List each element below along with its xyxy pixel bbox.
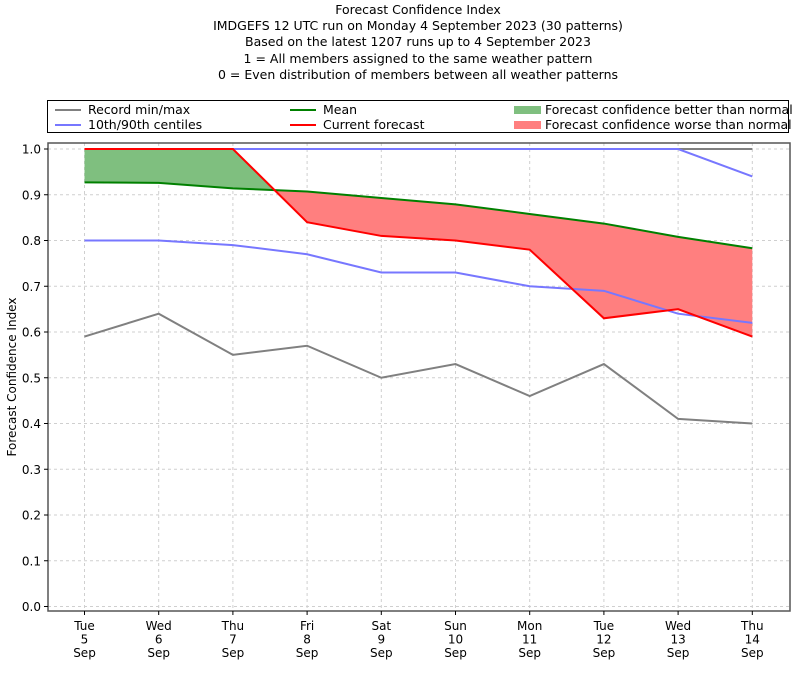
x-tick-label: Thu 7 Sep: [221, 619, 245, 660]
x-tick-label-day: 7: [229, 633, 237, 647]
legend-label-better-than-normal: Forecast confidence better than normal: [545, 102, 793, 117]
legend-swatch-mean: [290, 108, 316, 111]
legend-swatch-centiles: [55, 123, 81, 126]
x-tick-label-dow: Tue: [593, 619, 615, 633]
x-tick-label: Thu 14 Sep: [740, 619, 764, 660]
y-tick-label: 0.7: [22, 280, 41, 294]
y-tick-label: 0.8: [22, 234, 41, 248]
x-tick-label: Tue 5 Sep: [73, 619, 96, 660]
x-tick-label-dow: Tue: [73, 619, 95, 633]
x-tick-label-day: 5: [81, 633, 89, 647]
chart-legend: Record min/max 10th/90th centiles Mean C…: [47, 100, 793, 133]
legend-swatch-worse-than-normal: [514, 120, 541, 129]
y-tick-label: 0.4: [22, 417, 41, 431]
series-line-record-min: [84, 312, 753, 425]
x-tick-label-day: 13: [670, 633, 685, 647]
legend-item-current-forecast: Current forecast: [290, 117, 424, 132]
x-tick-label-mon: Sep: [73, 646, 96, 660]
legend-swatch-record-minmax: [55, 108, 81, 111]
legend-swatch-current-forecast: [290, 123, 316, 126]
x-tick-label: Sun 10 Sep: [444, 619, 467, 660]
legend-item-record-minmax: Record min/max: [55, 102, 190, 117]
y-tick-label: 0.3: [22, 463, 41, 477]
fill-better-than-normal: [84, 149, 275, 191]
x-tick-label-mon: Sep: [370, 646, 393, 660]
x-tick-label-dow: Wed: [146, 619, 172, 633]
y-tick-label: 0.0: [22, 600, 41, 614]
chart-subtitle-run: IMDGEFS 12 UTC run on Monday 4 September…: [213, 18, 623, 34]
y-tick-label: 0.1: [22, 554, 41, 568]
x-tick-label: Mon 11 Sep: [517, 619, 542, 660]
x-tick-label-mon: Sep: [518, 646, 541, 660]
x-tick-label-dow: Mon: [517, 619, 542, 633]
y-tick-label: 0.5: [22, 371, 41, 385]
x-tick-label-mon: Sep: [593, 646, 616, 660]
legend-item-worse-than-normal: Forecast confidence worse than normal: [514, 117, 792, 132]
x-tick-label-dow: Thu: [740, 619, 764, 633]
y-tick-label: 0.2: [22, 509, 41, 523]
x-tick-label-day: 14: [745, 633, 760, 647]
x-tick-label-day: 6: [155, 633, 163, 647]
y-tick-label: 0.9: [22, 188, 41, 202]
chart-title-block: Forecast Confidence Index IMDGEFS 12 UTC…: [0, 2, 800, 83]
chart-subtitle-scale-one: 1 = All members assigned to the same wea…: [243, 50, 593, 66]
x-tick-label-day: 11: [522, 633, 537, 647]
chart-subtitle-scale-zero: 0 = Even distribution of members between…: [217, 66, 619, 82]
x-tick-label: Wed 13 Sep: [665, 619, 691, 660]
series-line-mean: [84, 181, 753, 250]
x-tick-label-dow: Sat: [371, 619, 391, 633]
x-tick-label: Fri 8 Sep: [296, 619, 319, 660]
x-tick-label-mon: Sep: [444, 646, 467, 660]
x-tick-label-mon: Sep: [296, 646, 319, 660]
x-tick-label-dow: Thu: [221, 619, 245, 633]
x-tick-label-day: 12: [596, 633, 611, 647]
y-tick-label: 1.0: [22, 143, 41, 157]
legend-label-mean: Mean: [323, 102, 358, 117]
legend-item-mean: Mean: [290, 102, 357, 117]
x-tick-label: Tue 12 Sep: [593, 619, 616, 660]
legend-label-record-minmax: Record min/max: [88, 102, 191, 117]
x-tick-label-mon: Sep: [222, 646, 245, 660]
legend-label-current-forecast: Current forecast: [323, 117, 425, 132]
x-tick-label-dow: Fri: [300, 619, 314, 633]
series-line-current-forecast: [84, 148, 753, 338]
y-axis-title: Forecast Confidence Index: [5, 298, 19, 457]
x-tick-label: Wed 6 Sep: [146, 619, 172, 660]
x-tick-label-dow: Sun: [444, 619, 467, 633]
chart-title: Forecast Confidence Index: [335, 2, 501, 17]
legend-item-better-than-normal: Forecast confidence better than normal: [514, 102, 793, 117]
plot-frame: [47, 142, 791, 612]
legend-swatch-better-than-normal: [514, 105, 541, 114]
x-tick-label-mon: Sep: [741, 646, 764, 660]
x-tick-label-mon: Sep: [667, 646, 690, 660]
legend-label-centiles: 10th/90th centiles: [88, 117, 203, 132]
y-tick-label: 0.6: [22, 326, 41, 340]
x-tick-label-day: 9: [377, 633, 385, 647]
x-tick-label: Sat 9 Sep: [370, 619, 393, 660]
chart-subtitle-based-on: Based on the latest 1207 runs up to 4 Se…: [245, 34, 591, 50]
x-tick-label-day: 8: [303, 633, 311, 647]
series-line-10th-centile: [84, 239, 753, 324]
legend-item-centiles: 10th/90th centiles: [55, 117, 202, 132]
x-tick-label-dow: Wed: [665, 619, 691, 633]
x-tick-label-day: 10: [448, 633, 463, 647]
legend-label-worse-than-normal: Forecast confidence worse than normal: [545, 117, 792, 132]
x-tick-label-mon: Sep: [147, 646, 170, 660]
